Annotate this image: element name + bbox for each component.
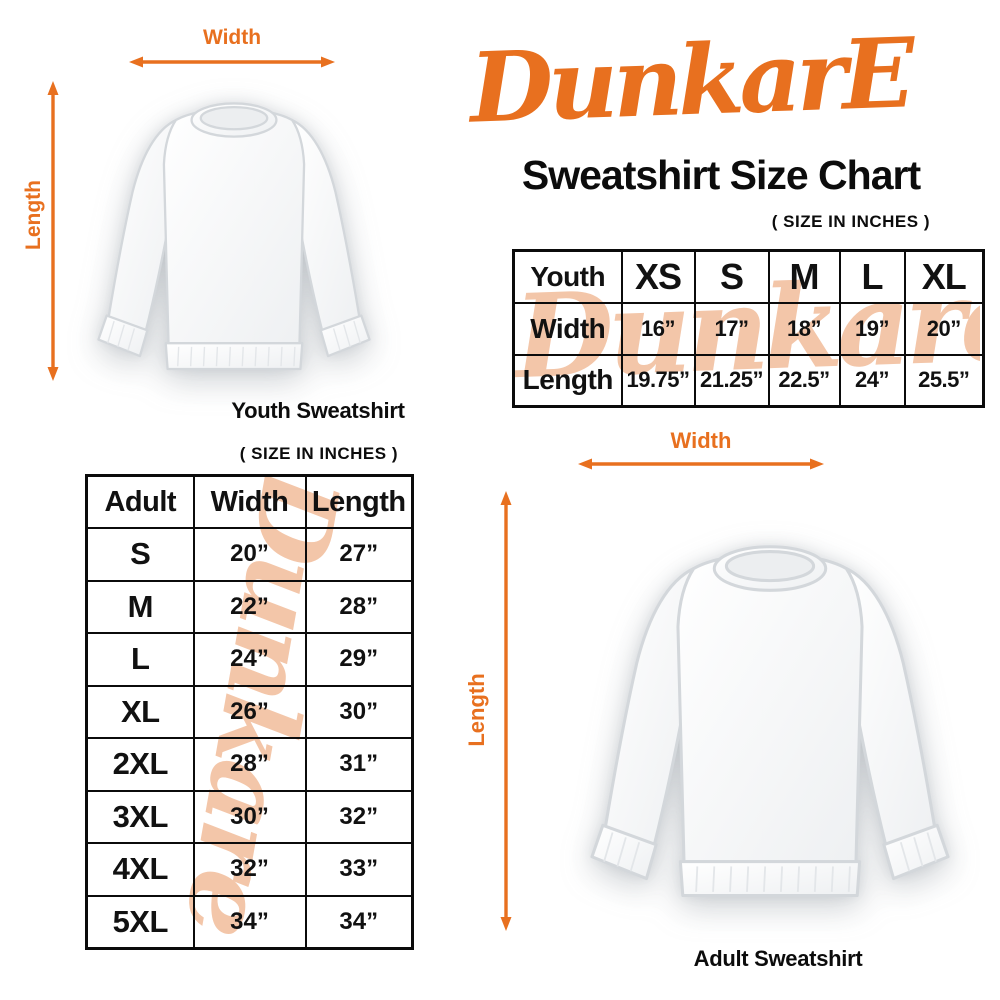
value-cell: 19” [838, 301, 906, 356]
value-cell: 31” [304, 737, 414, 792]
size-label-cell: 2XL [85, 737, 195, 792]
size-header-cell: XS [620, 249, 696, 304]
table-row: XL 26” 30” [85, 684, 414, 739]
adult-length-dimension-label: Length [464, 673, 489, 747]
size-units-note-youth: ( SIZE IN INCHES ) [771, 212, 930, 231]
value-cell: 25.5” [903, 353, 985, 408]
value-cell: 24” [838, 353, 906, 408]
adult-width-arrow [578, 458, 824, 470]
size-units-note-adult: ( SIZE IN INCHES ) [239, 444, 398, 463]
size-header-cell: M [767, 249, 841, 304]
adult-header-cell: Adult [85, 474, 195, 529]
value-cell: 34” [192, 894, 307, 949]
table-row: S 20” 27” [85, 527, 414, 582]
size-label-cell: S [85, 527, 195, 582]
size-label-cell: M [85, 579, 195, 634]
size-label-cell: 4XL [85, 842, 195, 897]
size-header-cell: L [838, 249, 906, 304]
adult-table-header-row: Adult Width Length [85, 474, 414, 529]
youth-sweatshirt-caption: Youth Sweatshirt [231, 398, 405, 423]
value-cell: 33” [304, 842, 414, 897]
value-cell: 20” [903, 301, 985, 356]
size-label-cell: L [85, 632, 195, 687]
row-label-cell: Length [512, 353, 623, 408]
length-header-cell: Length [304, 474, 414, 529]
value-cell: 22.5” [767, 353, 841, 408]
size-label-cell: 5XL [85, 894, 195, 949]
adult-length-arrow [500, 491, 512, 931]
value-cell: 28” [304, 579, 414, 634]
size-header-cell: S [693, 249, 770, 304]
value-cell: 16” [620, 301, 696, 356]
value-cell: 28” [192, 737, 307, 792]
youth-length-arrow [47, 81, 59, 381]
value-cell: 21.25” [693, 353, 770, 408]
page-title: Sweatshirt Size Chart [521, 152, 921, 198]
size-header-cell: XL [903, 249, 985, 304]
youth-size-table: Youth XS S M L XL Width 16” 17” 18” 19” … [512, 249, 985, 408]
table-row: 4XL 32” 33” [85, 842, 414, 897]
value-cell: 26” [192, 684, 307, 739]
value-cell: 24” [192, 632, 307, 687]
row-label-cell: Width [512, 301, 623, 356]
youth-header-cell: Youth [512, 249, 623, 304]
youth-width-row: Width 16” 17” 18” 19” 20” [512, 301, 985, 356]
value-cell: 22” [192, 579, 307, 634]
table-row: 2XL 28” 31” [85, 737, 414, 792]
value-cell: 20” [192, 527, 307, 582]
adult-sweatshirt-image [590, 545, 950, 898]
value-cell: 17” [693, 301, 770, 356]
youth-sweatshirt-image [97, 102, 371, 371]
size-label-cell: XL [85, 684, 195, 739]
value-cell: 32” [192, 842, 307, 897]
value-cell: 29” [304, 632, 414, 687]
size-label-cell: 3XL [85, 789, 195, 844]
value-cell: 30” [192, 789, 307, 844]
youth-width-dimension-label: Width [202, 26, 262, 49]
value-cell: 30” [304, 684, 414, 739]
value-cell: 34” [304, 894, 414, 949]
youth-table-header-row: Youth XS S M L XL [512, 249, 985, 304]
youth-length-row: Length 19.75” 21.25” 22.5” 24” 25.5” [512, 353, 985, 408]
youth-length-dimension-label: Length [22, 180, 45, 250]
table-row: L 24” 29” [85, 632, 414, 687]
table-row: 3XL 30” 32” [85, 789, 414, 844]
youth-width-arrow [129, 56, 335, 68]
adult-size-table: Adult Width Length S 20” 27” M 22” 28” L… [85, 474, 414, 950]
table-row: 5XL 34” 34” [85, 894, 414, 949]
dunkare-logo: DunkarE [467, 16, 912, 145]
value-cell: 18” [767, 301, 841, 356]
value-cell: 19.75” [620, 353, 696, 408]
adult-sweatshirt-caption: Adult Sweatshirt [693, 946, 863, 971]
width-header-cell: Width [192, 474, 307, 529]
value-cell: 27” [304, 527, 414, 582]
table-row: M 22” 28” [85, 579, 414, 634]
value-cell: 32” [304, 789, 414, 844]
adult-width-dimension-label: Width [670, 428, 732, 453]
